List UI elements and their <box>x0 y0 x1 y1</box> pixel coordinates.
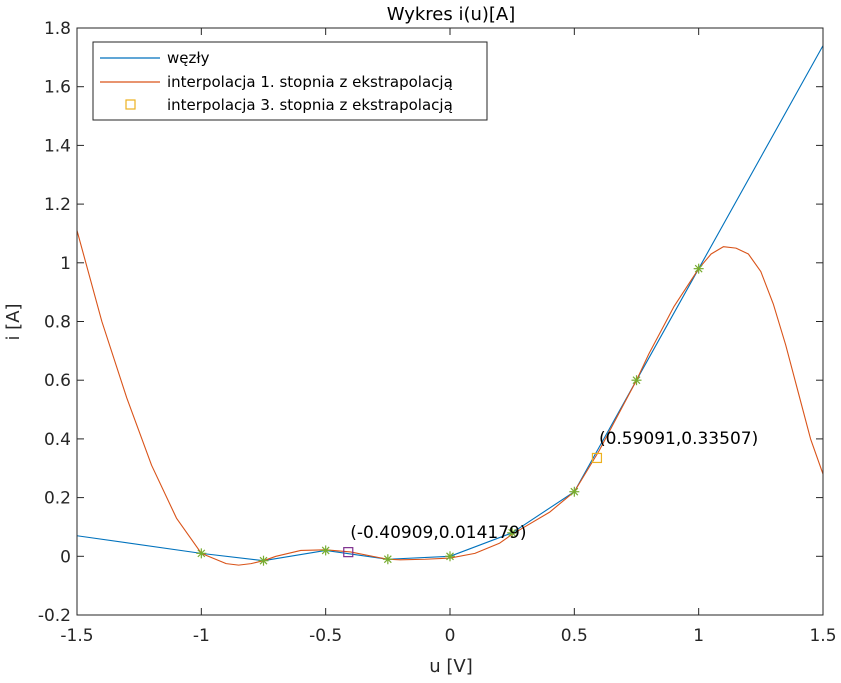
datatip-label: (-0.40909,0.014179) <box>350 523 526 543</box>
legend-label-nodes: węzły <box>167 49 210 67</box>
y-tick-label: 1.2 <box>44 195 71 215</box>
y-tick-label: 0.2 <box>44 489 71 509</box>
series-layer <box>76 45 824 566</box>
x-axis-label: u [V] <box>429 656 473 677</box>
node-marker <box>382 554 393 565</box>
node-marker <box>693 263 704 274</box>
series-line-interp1 <box>76 230 824 566</box>
x-tick-label: 1.5 <box>809 626 836 646</box>
annotation-layer: (-0.40909,0.014179) (0.59091,0.33507) <box>343 429 758 558</box>
y-tick-label: 1.4 <box>44 136 71 156</box>
node-marker <box>258 555 269 566</box>
legend-box <box>92 41 488 121</box>
node-marker <box>569 486 580 497</box>
chart-title: Wykres i(u)[A] <box>387 4 516 25</box>
node-marker <box>320 545 331 556</box>
y-tick-label: -0.2 <box>38 606 71 626</box>
node-marker <box>445 551 455 562</box>
y-tick-label: 0.8 <box>44 313 71 333</box>
y-tick-label: 1.6 <box>44 78 71 98</box>
legend-label-interp1: interpolacja 1. stopnia z ekstrapolacją <box>167 73 453 91</box>
y-tick-label: 1.8 <box>44 19 71 39</box>
interp3-marker <box>591 452 603 464</box>
y-tick-label: 0 <box>60 547 71 567</box>
x-axis-ticks: -1.5 -1 -0.5 0 0.5 1 1.5 <box>60 28 837 646</box>
legend-label-interp3: interpolacja 3. stopnia z ekstrapolacją <box>167 96 453 114</box>
datatip-label: (0.59091,0.33507) <box>599 429 758 449</box>
node-marker <box>631 375 642 386</box>
plot-area: (-0.40909,0.014179) (0.59091,0.33507) -1.… <box>38 19 837 646</box>
marker-layer <box>196 263 704 566</box>
legend: węzły interpolacja 1. stopnia z ekstrapo… <box>92 41 488 121</box>
y-tick-label: 0.4 <box>44 430 71 450</box>
datatip-marker <box>343 547 354 558</box>
y-axis-label: i [A] <box>3 303 24 340</box>
x-tick-label: 1 <box>693 626 704 646</box>
node-marker <box>196 548 207 559</box>
series-line-nodes <box>76 45 824 562</box>
y-axis-ticks: -0.2 0 0.2 0.4 0.6 0.8 1 1.2 1.4 1.6 1.8 <box>38 19 823 626</box>
x-tick-label: 0 <box>445 626 456 646</box>
y-tick-label: 0.6 <box>44 371 71 391</box>
x-tick-label: -0.5 <box>309 626 342 646</box>
x-tick-label: 0.5 <box>561 626 588 646</box>
node-marker <box>507 527 518 538</box>
x-tick-label: -1.5 <box>60 626 93 646</box>
x-tick-label: -1 <box>193 626 210 646</box>
legend-swatch-interp3 <box>125 99 136 110</box>
y-tick-label: 1 <box>60 254 71 274</box>
